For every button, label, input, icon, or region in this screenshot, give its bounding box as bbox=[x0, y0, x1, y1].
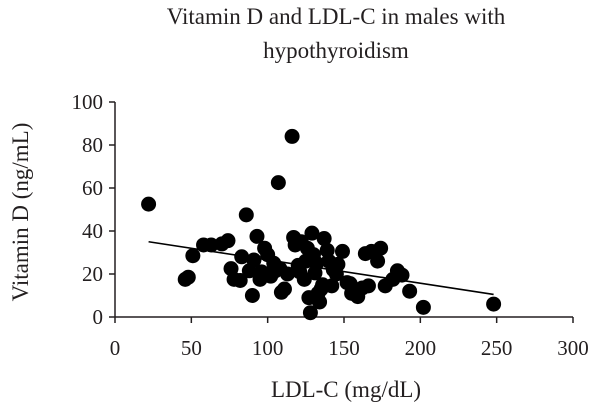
y-tick-label: 80 bbox=[82, 133, 103, 157]
x-tick-label: 150 bbox=[328, 336, 360, 360]
data-point bbox=[220, 233, 236, 249]
data-point bbox=[276, 281, 292, 297]
chart-title-line-1: Vitamin D and LDL-C in males with bbox=[167, 4, 506, 29]
x-tick-label: 50 bbox=[181, 336, 202, 360]
data-point bbox=[249, 228, 265, 244]
y-axis-label: Vitamin D (ng/mL) bbox=[8, 123, 33, 302]
data-point bbox=[270, 175, 286, 191]
data-point bbox=[244, 288, 260, 303]
x-tick-label: 250 bbox=[481, 336, 513, 360]
data-point bbox=[370, 253, 386, 269]
data-point bbox=[304, 225, 320, 241]
data-point bbox=[330, 256, 346, 272]
data-point bbox=[284, 128, 300, 144]
data-point bbox=[280, 266, 296, 282]
chart-title: Vitamin D and LDL-C in males with hypothy… bbox=[167, 4, 506, 63]
data-point bbox=[180, 269, 196, 285]
data-point bbox=[373, 240, 389, 256]
x-tick-label: 100 bbox=[252, 336, 284, 360]
data-point bbox=[360, 278, 376, 294]
y-tick-label: 0 bbox=[93, 305, 104, 329]
axes bbox=[109, 101, 574, 323]
x-tick-label: 0 bbox=[110, 336, 121, 360]
data-point bbox=[185, 248, 201, 264]
x-axis-label-group: LDL-C (mg/dL) bbox=[271, 377, 421, 402]
data-point bbox=[238, 207, 254, 223]
x-tick-label: 200 bbox=[405, 336, 437, 360]
data-point bbox=[316, 231, 332, 247]
chart-title-line-2: hypothyroidism bbox=[263, 38, 409, 63]
y-axis-label-group: Vitamin D (ng/mL) bbox=[8, 123, 33, 302]
data-point bbox=[141, 196, 157, 212]
data-point bbox=[234, 249, 250, 265]
y-tick-label: 40 bbox=[82, 219, 103, 243]
data-point bbox=[394, 267, 410, 283]
data-point bbox=[334, 243, 350, 259]
trendline-group bbox=[148, 240, 494, 296]
data-point bbox=[415, 299, 431, 315]
data-point bbox=[232, 272, 248, 288]
data-point bbox=[402, 283, 418, 299]
y-tick-label: 60 bbox=[82, 176, 103, 200]
y-tick-label: 100 bbox=[72, 90, 104, 114]
data-point bbox=[312, 294, 328, 310]
data-point bbox=[324, 278, 340, 294]
y-tick-label: 20 bbox=[82, 262, 103, 286]
data-point bbox=[246, 252, 262, 268]
tick-labels: 0 20 40 60 80 100 0 50 100 150 200 250 300 bbox=[72, 90, 589, 360]
data-point bbox=[302, 305, 318, 321]
x-tick-label: 300 bbox=[557, 336, 589, 360]
data-points bbox=[141, 128, 502, 321]
trendline bbox=[148, 240, 494, 296]
x-axis-label: LDL-C (mg/dL) bbox=[271, 377, 421, 402]
data-point bbox=[486, 296, 502, 312]
